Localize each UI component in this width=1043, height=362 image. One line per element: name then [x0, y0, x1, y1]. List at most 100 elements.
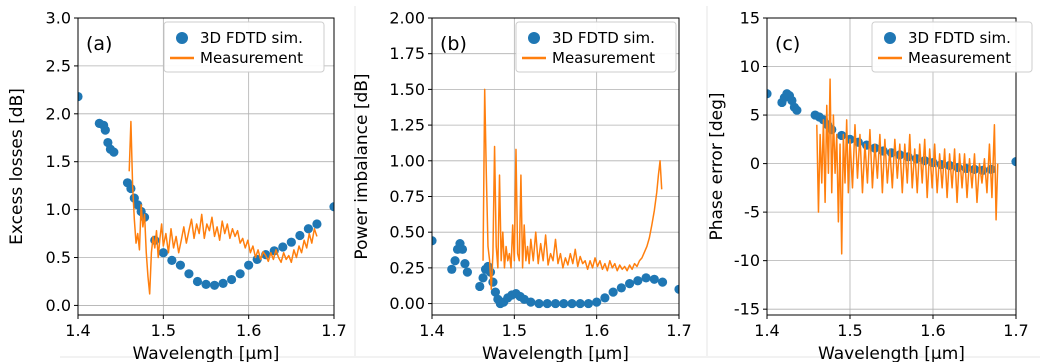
x-axis-label: Wavelength [µm] — [818, 344, 965, 362]
plot-area — [432, 88, 679, 309]
y-tick-label: 1.50 — [389, 80, 425, 99]
y-tick-label: 0.00 — [389, 294, 425, 313]
sim-point — [608, 287, 618, 297]
y-axis-label: Phase error [deg] — [707, 92, 727, 240]
sim-point — [575, 298, 585, 309]
sim-point — [462, 267, 472, 277]
x-tick-label: 1.7 — [666, 321, 691, 340]
sim-point — [792, 105, 802, 115]
y-tick-label: 5 — [750, 106, 760, 125]
y-tick-label: 1.00 — [389, 151, 425, 170]
sim-point — [616, 283, 626, 293]
sim-point — [450, 256, 460, 266]
x-tick-label: 1.6 — [236, 321, 261, 340]
y-tick-label: -5 — [744, 203, 760, 222]
sim-point — [218, 278, 228, 288]
panel-label: (a) — [86, 33, 112, 55]
sim-point — [649, 274, 659, 284]
sim-point — [126, 183, 136, 194]
y-tick-label: 1.0 — [46, 200, 71, 219]
legend-measurement-label: Measurement — [200, 49, 303, 67]
legend-sim-marker — [176, 32, 188, 44]
sim-point — [329, 202, 334, 212]
x-tick-label: 1.4 — [65, 321, 90, 340]
sim-point — [600, 293, 610, 303]
sim-point — [175, 260, 185, 270]
x-tick-label: 1.6 — [584, 321, 609, 340]
sim-point — [559, 298, 569, 309]
sim-point — [244, 260, 254, 270]
sim-point — [542, 298, 552, 309]
y-tick-label: 1.25 — [389, 116, 425, 135]
sim-point — [837, 130, 847, 141]
sim-point — [184, 269, 194, 279]
y-tick-label: -15 — [734, 300, 760, 319]
y-tick-label: 15 — [740, 9, 760, 28]
panel-b: 1.4 1.5 1.6 1.7 0.00 0.25 0.50 0.75 1.00 1.25 1.50… — [352, 9, 692, 362]
legend-sim-marker — [528, 32, 540, 44]
sim-point — [641, 273, 651, 283]
sim-point — [674, 284, 679, 294]
y-tick-label: 0.5 — [46, 248, 71, 267]
sim-point — [286, 237, 296, 247]
x-tick-label: 1.5 — [837, 321, 862, 340]
legend-sim-label: 3D FDTD sim. — [200, 29, 303, 47]
x-tick-label: 1.5 — [502, 321, 527, 340]
x-axis-label: Wavelength [µm] — [482, 344, 629, 362]
sim-point — [432, 236, 437, 246]
x-tick-label: 1.5 — [151, 321, 176, 340]
x-tick-label: 1.7 — [321, 321, 346, 340]
sim-point — [488, 277, 498, 287]
plot-area — [767, 78, 1016, 255]
y-tick-label: 1.5 — [46, 152, 71, 171]
sim-point — [78, 91, 83, 102]
legend-sim-marker — [884, 32, 896, 44]
sim-point — [167, 255, 177, 265]
y-tick-label: 2.5 — [46, 56, 71, 75]
sim-point — [227, 274, 237, 285]
sim-point — [592, 297, 602, 307]
sim-point — [534, 298, 544, 309]
measurement-line — [816, 78, 999, 255]
legend-box — [163, 21, 325, 73]
x-tick-label: 1.6 — [920, 321, 945, 340]
measurement-line — [482, 88, 663, 291]
y-tick-label: 0.0 — [46, 296, 71, 315]
panel-label: (c) — [775, 33, 800, 55]
y-tick-label: 3.0 — [46, 9, 71, 28]
legend-sim-label: 3D FDTD sim. — [552, 29, 655, 47]
y-tick-label: 2.0 — [46, 104, 71, 123]
sim-point — [312, 219, 322, 229]
x-axis-label: Wavelength [µm] — [133, 344, 280, 362]
sim-point — [1011, 157, 1016, 167]
sim-point — [158, 248, 168, 258]
y-tick-label: 2.00 — [389, 9, 425, 28]
y-tick-label: 1.75 — [389, 44, 425, 63]
sim-point — [447, 264, 457, 274]
axes-frame — [77, 17, 335, 316]
legend-measurement-label: Measurement — [908, 49, 1011, 67]
legend-measurement-label: Measurement — [552, 49, 655, 67]
sim-point — [100, 125, 110, 135]
measurement-line — [128, 120, 318, 295]
y-tick-label: -10 — [734, 251, 760, 270]
legend-box — [871, 21, 1033, 73]
y-axis-label: Power imbalance [dB] — [352, 73, 372, 259]
panel-c: 1.4 1.5 1.6 1.7 -15 -10 -5 0 5 10 15 Wavelength [µm… — [707, 9, 1033, 362]
sim-point — [457, 244, 468, 254]
sim-point — [490, 287, 500, 297]
panel-label: (b) — [440, 33, 467, 55]
y-tick-label: 0 — [750, 154, 760, 173]
y-tick-label: 0.50 — [389, 223, 425, 242]
sim-point — [625, 278, 635, 289]
sim-point — [920, 156, 930, 166]
sim-point — [303, 224, 313, 234]
plot-area — [78, 91, 334, 295]
sim-point — [295, 230, 305, 241]
axes-frame — [766, 17, 1017, 316]
sim-point — [460, 259, 470, 269]
sim-point — [192, 276, 203, 287]
sim-point — [235, 269, 245, 279]
sim-point — [201, 279, 211, 289]
